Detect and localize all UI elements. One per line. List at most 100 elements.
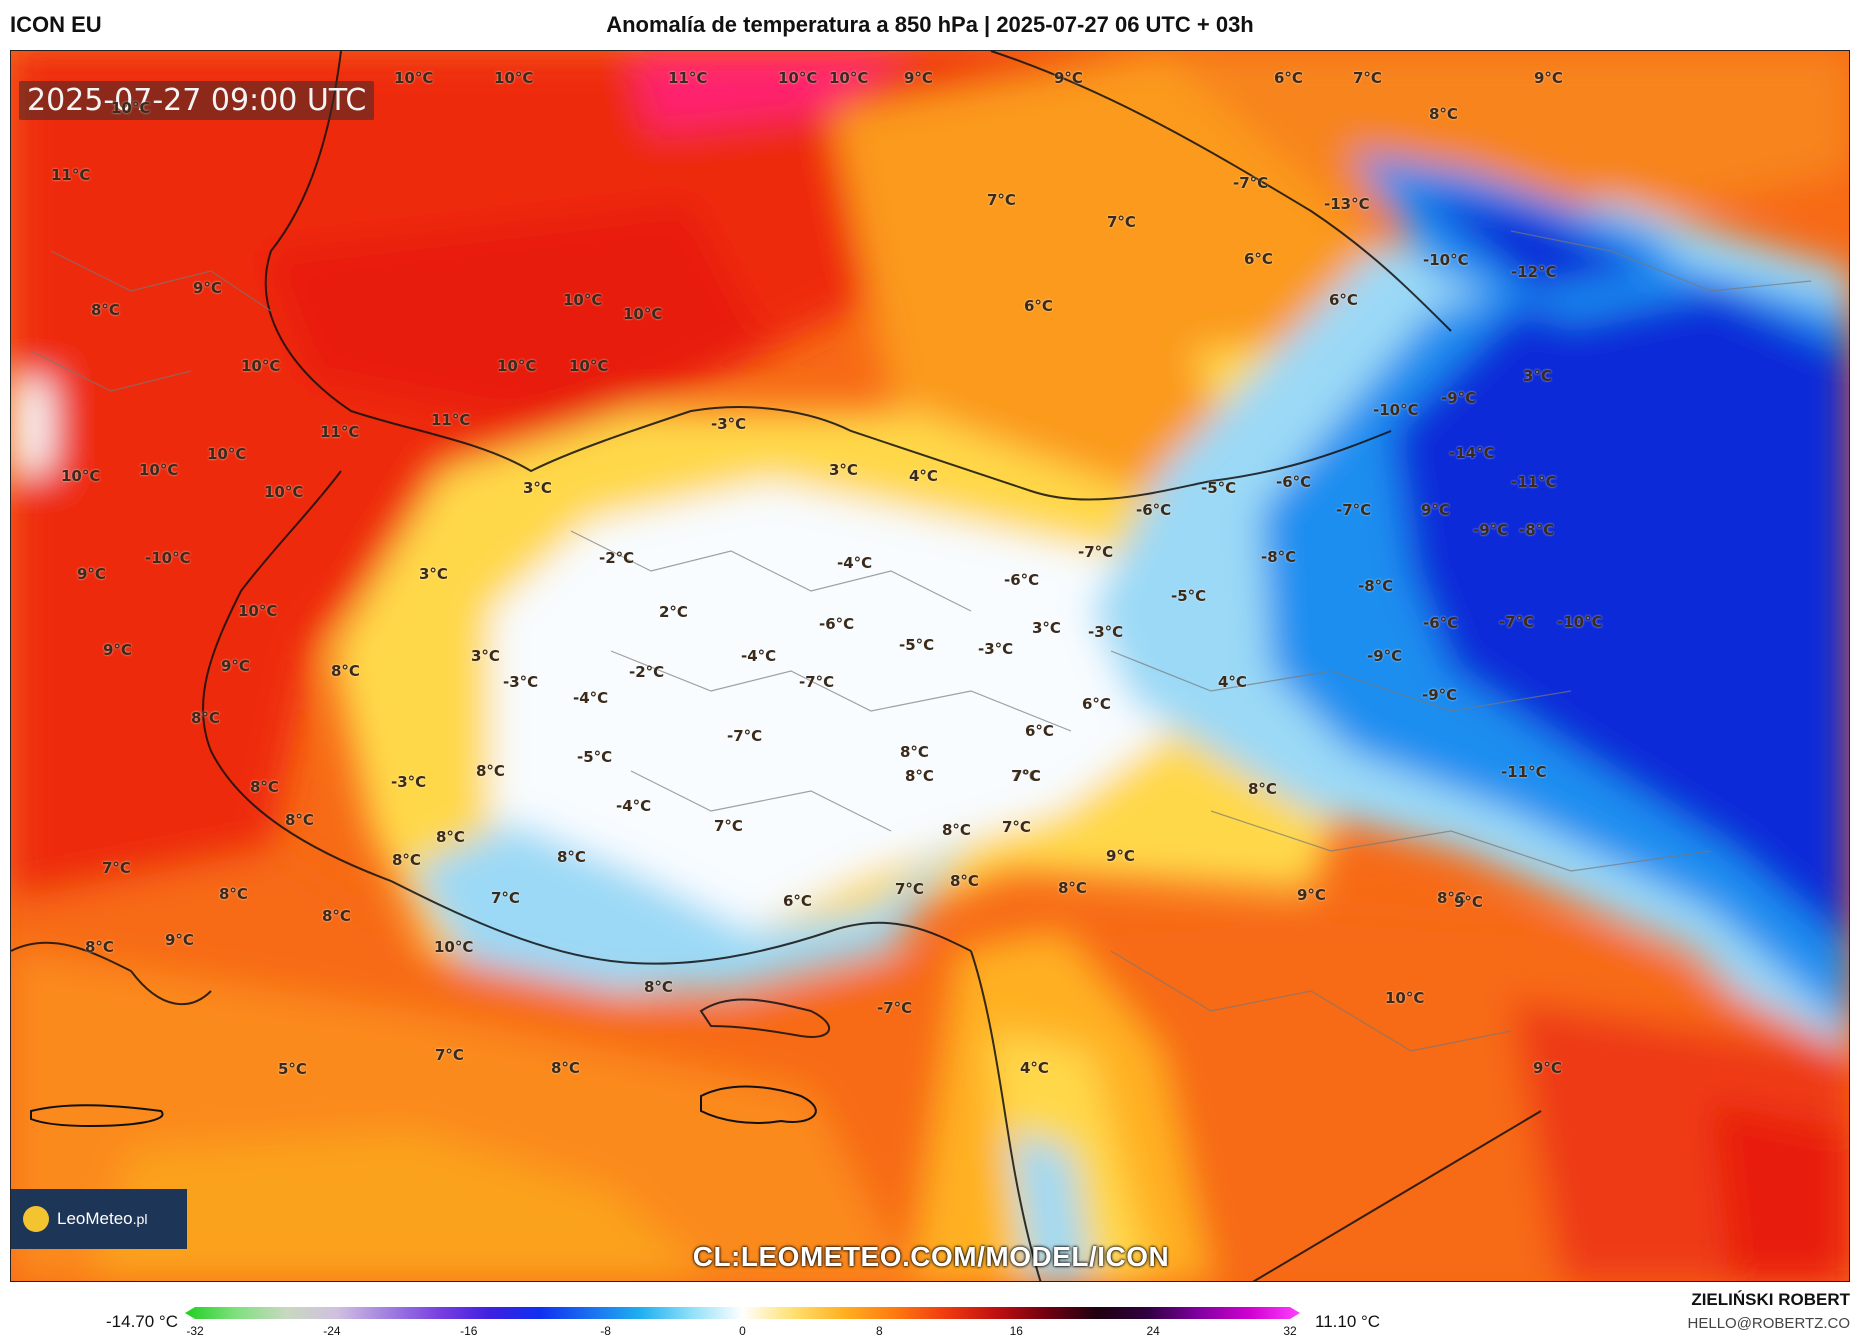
temp-label: 9°C bbox=[165, 931, 194, 949]
temp-label: 8°C bbox=[250, 778, 279, 796]
temp-label: -5°C bbox=[1171, 587, 1207, 605]
source-url: CL:LEOMETEO.COM/MODEL/ICON bbox=[692, 1241, 1170, 1272]
temp-label: 8°C bbox=[1058, 879, 1087, 897]
temp-label: -4°C bbox=[616, 797, 652, 815]
temp-label: 10°C bbox=[394, 69, 434, 87]
temp-label: 10°C bbox=[778, 69, 818, 87]
tick-label: 16 bbox=[1009, 1324, 1023, 1338]
temp-label: 8°C bbox=[392, 851, 421, 869]
temp-label: 7°C bbox=[987, 191, 1016, 209]
temp-label: 11°C bbox=[320, 423, 360, 441]
temp-label: 8°C bbox=[91, 301, 120, 319]
temp-label: 6°C bbox=[783, 892, 812, 910]
model-name: ICON EU bbox=[10, 12, 102, 37]
tick-label: -8 bbox=[600, 1324, 611, 1338]
temp-label: -7°C bbox=[1499, 613, 1535, 631]
temperature-anomaly-map: 2025-07-27 09:00 UTC 10°C 10°C 11°C 10°C 10°… bbox=[10, 50, 1850, 1282]
temp-label: -4°C bbox=[741, 647, 777, 665]
temp-label: 8°C bbox=[1248, 780, 1277, 798]
temp-label: 8°C bbox=[557, 848, 586, 866]
temp-label: 9°C bbox=[1297, 886, 1326, 904]
temp-label: -5°C bbox=[1201, 479, 1237, 497]
temp-label: 8°C bbox=[644, 978, 673, 996]
temp-label: 7°C bbox=[1011, 767, 1040, 785]
temp-label: -10°C bbox=[145, 549, 191, 567]
temp-label: 6°C bbox=[1025, 722, 1054, 740]
temp-label: 8°C bbox=[476, 762, 505, 780]
temp-label: -2°C bbox=[599, 549, 635, 567]
valid-time-label: 2025-07-27 09:00 UTC bbox=[19, 81, 375, 120]
temp-label: 10°C bbox=[623, 305, 663, 323]
temp-label: -7°C bbox=[1233, 174, 1269, 192]
tick-label: 0 bbox=[739, 1324, 746, 1338]
temp-label: 11°C bbox=[431, 411, 471, 429]
temp-label: -10°C bbox=[1557, 613, 1603, 631]
temp-label: 11°C bbox=[668, 69, 708, 87]
temp-label: 7°C bbox=[714, 817, 743, 835]
logo-brand: LeoMeteo bbox=[57, 1209, 133, 1228]
tick-label: 24 bbox=[1146, 1324, 1160, 1338]
temp-label: 7°C bbox=[1353, 69, 1382, 87]
tick-label: 32 bbox=[1283, 1324, 1297, 1338]
temp-label: -3°C bbox=[503, 673, 539, 691]
temp-label: 10°C bbox=[241, 357, 281, 375]
temp-label: 4°C bbox=[1218, 673, 1247, 691]
temp-label: -7°C bbox=[799, 673, 835, 691]
temp-label: 3°C bbox=[829, 461, 858, 479]
temp-label: -7°C bbox=[727, 727, 763, 745]
temp-label: -7°C bbox=[877, 999, 913, 1017]
temp-label: 8°C bbox=[1429, 105, 1458, 123]
temp-label: 8°C bbox=[436, 828, 465, 846]
temp-label: -3°C bbox=[711, 415, 747, 433]
temp-label: 8°C bbox=[950, 872, 979, 890]
legend-max-value: 11.10 °C bbox=[1315, 1312, 1381, 1331]
temp-label: 10°C bbox=[569, 357, 609, 375]
leometeo-logo: LeoMeteo.pl bbox=[11, 1189, 187, 1249]
temp-label: 9°C bbox=[1421, 501, 1450, 519]
temp-label: -14°C bbox=[1449, 444, 1495, 462]
temp-label: 7°C bbox=[1107, 213, 1136, 231]
temp-label: -10°C bbox=[1373, 401, 1419, 419]
temp-label: 6°C bbox=[1082, 695, 1111, 713]
temp-label: -6°C bbox=[819, 615, 855, 633]
map-title: Anomalía de temperatura a 850 hPa | 2025… bbox=[606, 12, 1254, 37]
temp-label: 8°C bbox=[905, 767, 934, 785]
color-scale-bar bbox=[185, 1307, 1300, 1319]
temp-label: 8°C bbox=[1437, 889, 1466, 907]
temp-label: -7°C bbox=[1336, 501, 1372, 519]
temp-label: 4°C bbox=[909, 467, 938, 485]
temp-label: 5°C bbox=[278, 1060, 307, 1078]
temp-label: 3°C bbox=[523, 479, 552, 497]
temp-label: -8°C bbox=[1358, 577, 1394, 595]
temp-label: -6°C bbox=[1423, 614, 1459, 632]
temp-label: 9°C bbox=[1106, 847, 1135, 865]
temp-label: -9°C bbox=[1422, 686, 1458, 704]
temp-label: 8°C bbox=[85, 938, 114, 956]
temp-label: 8°C bbox=[285, 811, 314, 829]
temp-label: 11°C bbox=[51, 166, 91, 184]
logo-suffix: .pl bbox=[132, 1212, 148, 1228]
temp-label: 6°C bbox=[1274, 69, 1303, 87]
tick-label: -24 bbox=[323, 1324, 341, 1338]
temp-label: -6°C bbox=[1276, 473, 1312, 491]
temp-label: 3°C bbox=[471, 647, 500, 665]
temp-label: 7°C bbox=[491, 889, 520, 907]
temp-label: -4°C bbox=[837, 554, 873, 572]
tick-label: -32 bbox=[186, 1324, 204, 1338]
color-scale-ticks: -32 -24 -16 -8 0 8 16 24 32 bbox=[0, 1324, 1860, 1339]
temp-label: 9°C bbox=[904, 69, 933, 87]
temp-label: 9°C bbox=[77, 565, 106, 583]
temp-label: -2°C bbox=[629, 663, 665, 681]
temp-label: 3°C bbox=[419, 565, 448, 583]
temp-label: 8°C bbox=[191, 709, 220, 727]
temp-label: 8°C bbox=[942, 821, 971, 839]
temp-label: 6°C bbox=[1024, 297, 1053, 315]
temp-label: 8°C bbox=[322, 907, 351, 925]
temp-label: -5°C bbox=[577, 748, 613, 766]
sun-icon bbox=[23, 1206, 49, 1232]
temp-label: 7°C bbox=[1002, 818, 1031, 836]
temp-label: -4°C bbox=[573, 689, 609, 707]
temp-label: 10°C bbox=[111, 99, 151, 117]
tick-label: 8 bbox=[876, 1324, 883, 1338]
temp-label: 9°C bbox=[193, 279, 222, 297]
